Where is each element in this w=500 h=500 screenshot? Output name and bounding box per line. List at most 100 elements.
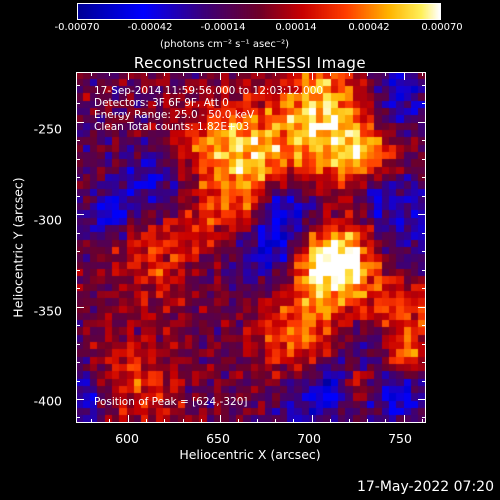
colorbar-tick-label: -0.00042 xyxy=(127,22,173,33)
axis-tick xyxy=(385,72,387,76)
axis-tick xyxy=(422,232,426,234)
axis-tick xyxy=(90,419,92,423)
axis-tick xyxy=(330,419,332,423)
annotation-energy: Energy Range: 25.0 - 50.0 keV xyxy=(94,109,255,121)
axis-tick xyxy=(403,415,405,423)
axis-tick xyxy=(76,195,80,197)
y-tick-label: -250 xyxy=(33,121,62,137)
axis-tick xyxy=(76,398,84,400)
axis-tick xyxy=(76,158,80,160)
plot-title: Reconstructed RHESSI Image xyxy=(133,54,367,72)
colorbar-tick-label: 0.00070 xyxy=(421,22,463,33)
axis-tick xyxy=(76,343,80,345)
axis-tick xyxy=(76,362,80,364)
axis-tick xyxy=(422,195,426,197)
axis-tick xyxy=(76,325,80,327)
y-tick-label: -350 xyxy=(33,303,62,319)
axis-tick xyxy=(238,419,240,423)
axis-tick xyxy=(90,72,92,76)
axis-tick xyxy=(256,72,258,76)
axis-tick xyxy=(76,380,80,382)
timestamp: 17-May-2022 07:20 xyxy=(356,479,494,495)
axis-tick xyxy=(422,362,426,364)
x-tick-label: 650 xyxy=(206,431,230,446)
axis-tick xyxy=(422,84,426,86)
axis-tick xyxy=(418,121,426,123)
axis-tick xyxy=(274,419,276,423)
axis-tick xyxy=(76,232,80,234)
colorbar-tick-label: -0.00070 xyxy=(54,22,100,33)
axis-tick xyxy=(422,417,426,419)
y-tick-label: -300 xyxy=(33,212,62,228)
y-axis-label: Heliocentric Y (arcsec) xyxy=(10,177,26,318)
axis-tick xyxy=(127,72,129,80)
axis-tick xyxy=(422,380,426,382)
axis-tick xyxy=(422,72,424,76)
colorbar xyxy=(77,3,441,20)
annotation-method: Clean Total counts: 1.82E+03 xyxy=(94,121,250,133)
axis-tick xyxy=(311,72,313,80)
x-axis-label: Heliocentric X (arcsec) xyxy=(179,447,321,462)
axis-tick xyxy=(422,288,426,290)
axis-tick xyxy=(238,72,240,76)
colorbar-tick-label: 0.00014 xyxy=(275,22,317,33)
axis-tick xyxy=(403,72,405,80)
axis-tick xyxy=(418,214,426,216)
axis-tick xyxy=(367,72,369,76)
hxr-image xyxy=(76,72,426,423)
axis-tick xyxy=(164,72,166,76)
axis-tick xyxy=(76,103,80,105)
axis-tick xyxy=(76,177,80,179)
axis-tick xyxy=(76,140,80,142)
axis-tick xyxy=(348,419,350,423)
annotation-peak: Position of Peak = [624,-320] xyxy=(94,396,248,408)
colorbar-unit-label: (photons cm⁻² s⁻¹ asec⁻²) xyxy=(160,39,290,50)
axis-tick xyxy=(76,251,80,253)
annotation-time: 17-Sep-2014 11:59:56.000 to 12:03:12.000 xyxy=(94,85,324,97)
x-tick-label: 600 xyxy=(115,431,139,446)
annotation-detectors: Detectors: 3F 6F 9F, Att 0 xyxy=(94,97,229,109)
axis-tick xyxy=(182,72,184,76)
axis-tick xyxy=(76,288,80,290)
axis-tick xyxy=(422,177,426,179)
axis-tick xyxy=(109,419,111,423)
axis-tick xyxy=(76,84,80,86)
axis-tick xyxy=(76,214,84,216)
axis-tick xyxy=(418,398,426,400)
axis-tick xyxy=(293,419,295,423)
axis-tick xyxy=(330,72,332,76)
colorbar-tick-label: -0.00014 xyxy=(200,22,246,33)
axis-tick xyxy=(109,72,111,76)
x-tick-label: 750 xyxy=(388,431,412,446)
axis-tick xyxy=(76,269,80,271)
axis-tick xyxy=(182,419,184,423)
axis-tick xyxy=(367,419,369,423)
axis-tick xyxy=(201,72,203,76)
axis-tick xyxy=(274,72,276,76)
axis-tick xyxy=(76,121,84,123)
axis-tick xyxy=(127,415,129,423)
axis-tick xyxy=(201,419,203,423)
axis-tick xyxy=(76,306,84,308)
axis-tick xyxy=(348,72,350,76)
axis-tick xyxy=(146,72,147,76)
x-tick-label: 700 xyxy=(297,431,321,446)
axis-tick xyxy=(422,419,424,423)
axis-tick xyxy=(146,419,147,423)
axis-tick xyxy=(422,251,426,253)
axis-tick xyxy=(311,415,313,423)
axis-tick xyxy=(418,306,426,308)
axis-tick xyxy=(256,419,258,423)
colorbar-tick-label: 0.00042 xyxy=(348,22,390,33)
axis-tick xyxy=(422,269,426,271)
axis-tick xyxy=(219,72,221,80)
axis-tick xyxy=(422,140,426,142)
axis-tick xyxy=(293,72,295,76)
axis-tick xyxy=(385,419,387,423)
axis-tick xyxy=(422,325,426,327)
axis-tick xyxy=(422,103,426,105)
axis-tick xyxy=(422,343,426,345)
axis-tick xyxy=(164,419,166,423)
axis-tick xyxy=(219,415,221,423)
y-tick-label: -400 xyxy=(33,393,62,409)
